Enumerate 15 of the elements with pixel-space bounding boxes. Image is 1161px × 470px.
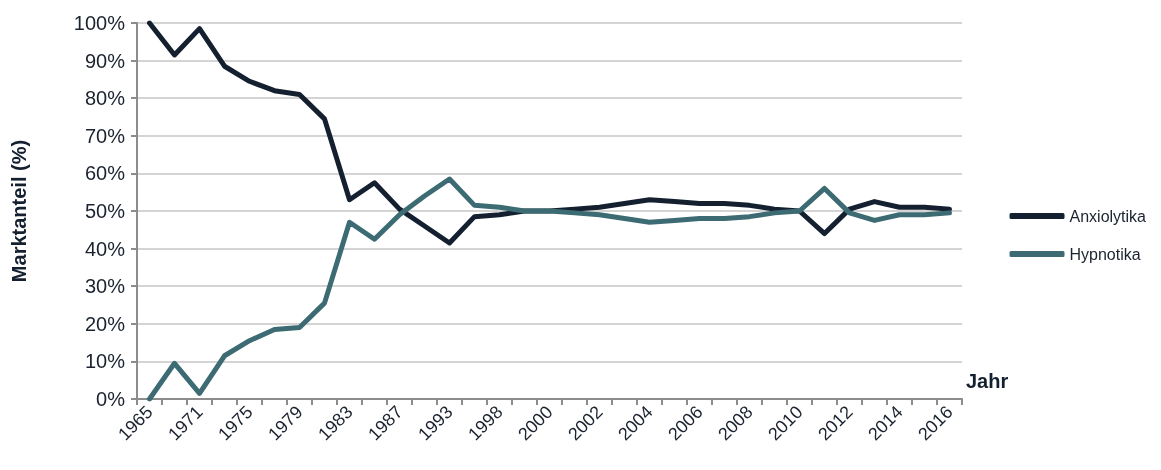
y-tick-label: 20% xyxy=(84,312,126,335)
y-tick-label: 70% xyxy=(84,124,126,147)
legend-label: Hypnotika xyxy=(1069,245,1141,263)
y-tick-label: 40% xyxy=(84,237,126,260)
y-tick-label: 90% xyxy=(84,49,126,72)
y-tick-label: 0% xyxy=(96,388,126,410)
legend-label: Anxiolytika xyxy=(1069,207,1147,225)
y-tick-label: 10% xyxy=(84,350,126,373)
x-axis-title: Jahr xyxy=(966,370,1009,392)
y-axis-title: Marktanteil (%) xyxy=(8,139,30,283)
y-tick-label: 60% xyxy=(84,162,126,185)
y-tick-label: 30% xyxy=(84,275,126,298)
y-tick-label: 100% xyxy=(73,12,126,34)
y-tick-label: 80% xyxy=(84,87,126,110)
y-tick-label: 50% xyxy=(84,200,126,222)
